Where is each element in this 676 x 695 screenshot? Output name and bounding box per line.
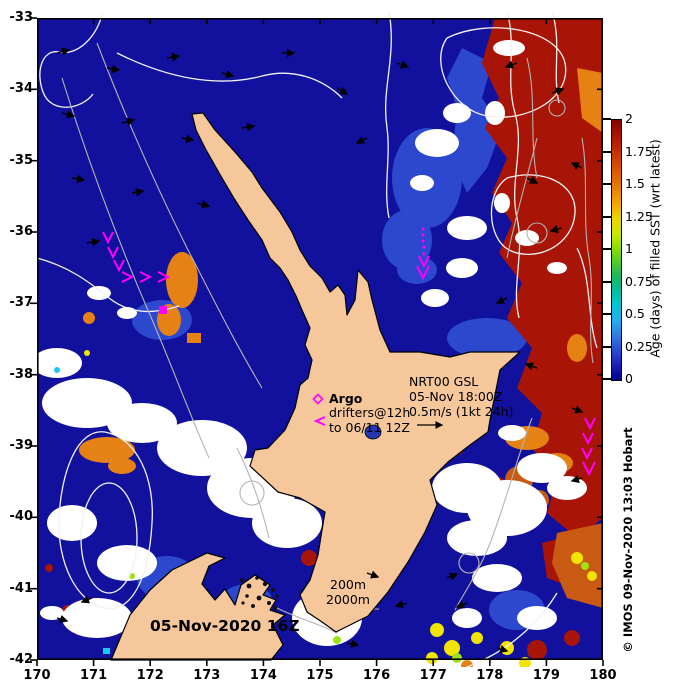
- top-axis-ticks: [92, 18, 548, 24]
- x-axis-tick-label: 171: [80, 668, 108, 683]
- argo-float-marker-icon: [312, 393, 324, 405]
- colorbar-tick-label: 2: [625, 111, 633, 126]
- gsl-label-line2: 05-Nov 18:00Z: [409, 389, 503, 404]
- x-axis-tick-label: 173: [193, 668, 221, 683]
- timestamp-label: 05-Nov-2020 16Z: [150, 617, 300, 635]
- colorbar-tick-label: 0.5: [625, 306, 645, 321]
- colorbar-tick-mark: [603, 378, 611, 380]
- gsl-contours: [36, 11, 598, 667]
- colorbar-tick-mark: [603, 183, 611, 185]
- x-axis-tick-label: 180: [589, 668, 617, 683]
- y-axis-tick-label: -37: [9, 295, 34, 311]
- y-axis-tick-label: -41: [9, 580, 34, 596]
- y-axis-tick-label: -40: [9, 509, 34, 525]
- bottom-axis-ticks: [36, 660, 604, 666]
- ocean-orange-patches: [79, 68, 603, 667]
- drifter-marker-icon: [313, 416, 326, 426]
- sst-age-map: [30, 11, 604, 667]
- colorbar-tick-mark: [603, 345, 611, 348]
- current-vector-arrows: [56, 47, 584, 654]
- colorbar-tick-label: 1.5: [625, 176, 645, 191]
- gsl-label-line3: 0.5m/s (1kt 24h): [409, 404, 514, 419]
- gsl-label-line1: NRT00 GSL: [409, 374, 479, 389]
- colorbar-tick-label: 0: [625, 371, 633, 386]
- y-axis-tick-label: -36: [9, 223, 34, 239]
- colorbar-tick-mark: [603, 248, 611, 250]
- drifters-label-line1: drifters@12h: [329, 405, 411, 420]
- y-axis-tick-label: -38: [9, 366, 34, 382]
- colorbar: [611, 119, 622, 381]
- colorbar-tick-mark: [603, 118, 611, 120]
- drifter-tracks: [102, 227, 596, 477]
- x-axis-tick-label: 170: [23, 668, 51, 683]
- colorbar-tick-mark: [603, 313, 611, 315]
- y-axis-tick-label: -42: [9, 651, 34, 667]
- land: [110, 112, 521, 661]
- credit-label: © IMOS 09-Nov-2020 13:03 Hobart: [621, 427, 635, 653]
- x-axis-tick-label: 176: [363, 668, 391, 683]
- x-axis-tick-label: 177: [419, 668, 447, 683]
- cloud-patches: [32, 40, 587, 646]
- colorbar-tick-mark: [603, 215, 611, 218]
- lake-taupo: [364, 424, 382, 440]
- argo-label: Argo: [329, 391, 363, 406]
- colorbar-tick-mark: [603, 280, 611, 283]
- map-frame: [30, 17, 604, 666]
- colorbar-tick-label: 0.25: [625, 338, 653, 354]
- drifters-label-line2: to 06/11 12Z: [329, 420, 410, 435]
- y-axis-tick-label: -35: [9, 152, 34, 168]
- north-island: [191, 112, 521, 633]
- x-axis-tick-label: 175: [306, 668, 334, 683]
- x-axis-tick-label: 174: [249, 668, 277, 683]
- colorbar-tick-label: 1.25: [625, 208, 653, 224]
- colorbar-tick-label: 1.75: [625, 143, 653, 159]
- x-axis-tick-label: 178: [476, 668, 504, 683]
- right-axis-ticks: [597, 88, 603, 590]
- south-island: [110, 552, 286, 661]
- colorbar-tick-mark: [603, 150, 611, 153]
- isobath-2000-label: 2000m: [326, 592, 370, 607]
- colorbar-tick-label: 0.75: [625, 273, 653, 289]
- x-axis-tick-label: 172: [136, 668, 164, 683]
- left-axis-ticks: [30, 17, 37, 661]
- colorbar-title: Age (days) of filled SST (wrt latest): [647, 139, 663, 358]
- isobath-200-label: 200m: [330, 577, 367, 592]
- colorbar-tick-label: 1: [625, 241, 633, 256]
- y-axis-tick-label: -39: [9, 437, 34, 453]
- y-axis-tick-label: -34: [9, 81, 34, 97]
- y-axis-tick-label: -33: [9, 10, 34, 25]
- x-axis-tick-label: 179: [532, 668, 560, 683]
- marlborough-sounds-speckles: [240, 576, 279, 610]
